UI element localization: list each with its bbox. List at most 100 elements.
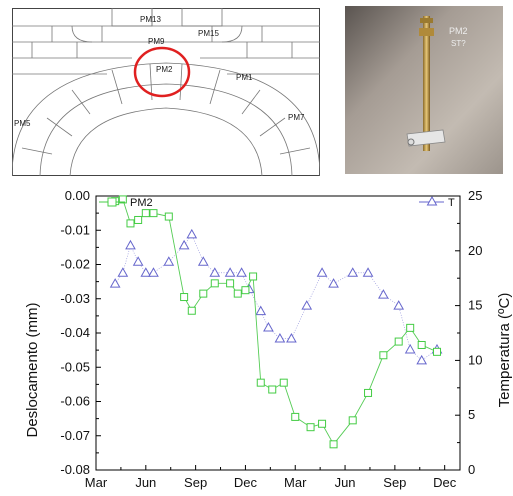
t-point [301, 300, 313, 310]
x-tick-label: Mar [85, 475, 108, 490]
t-point [263, 322, 274, 332]
masonry-lines [12, 8, 320, 176]
photo-text-pm2: PM2 [449, 26, 468, 36]
t-point [347, 267, 359, 277]
pm2-point [233, 289, 242, 298]
drawing-labels: PM13 PM15 PM9 PM2 PM1 PM5 PM7 [14, 15, 305, 128]
pm2-point [306, 423, 315, 432]
t-line [114, 233, 438, 361]
x-tick-label: Dec [234, 475, 258, 490]
arch-drawing: PM13 PM15 PM9 PM2 PM1 PM5 PM7 [12, 8, 320, 176]
t-point [186, 228, 198, 239]
t-point [148, 267, 159, 277]
pm2-point [226, 279, 235, 288]
label-pm5: PM5 [14, 119, 31, 128]
legend-pm2-label: PM2 [130, 197, 153, 209]
pm2-point [141, 209, 150, 218]
t-point [362, 267, 374, 277]
pm2-point [268, 385, 277, 394]
x-tick-label: Sep [184, 475, 207, 490]
pm2-point [210, 279, 219, 288]
pm2-point [241, 286, 250, 295]
y-tick-label-right: 0 [468, 462, 475, 477]
y-tick-label-right: 10 [468, 352, 482, 367]
y-tick-label-left: -0.08 [60, 462, 90, 477]
y-tick-label-right: 25 [468, 188, 482, 203]
x-tick-label: Jun [135, 475, 156, 490]
x-tick-label: Sep [383, 475, 406, 490]
pm2-point [379, 351, 388, 360]
pm2-point [199, 289, 208, 298]
sensor-rod [423, 16, 430, 151]
t-point [125, 239, 136, 250]
t-point [132, 256, 144, 266]
y-tick-label-left: -0.05 [60, 359, 90, 374]
pm2-point [318, 419, 327, 428]
t-point [178, 239, 190, 250]
y-axis-right-title: Temperatura (ºC) [496, 293, 513, 408]
y-tick-label-left: -0.04 [60, 325, 90, 340]
pm2-point [180, 293, 189, 302]
y-tick-label-left: -0.01 [60, 222, 90, 237]
t-point [236, 267, 247, 277]
t-point [378, 289, 389, 299]
y-tick-label-right: 5 [468, 407, 475, 422]
t-point [255, 305, 267, 316]
pm2-point [406, 323, 415, 332]
pm2-point [187, 306, 196, 315]
pm2-point [329, 440, 338, 449]
x-tick-label: Jun [335, 475, 356, 490]
t-point [224, 267, 236, 277]
pm2-line [115, 198, 438, 446]
displacement-temperature-chart: 0.00 -0.01 -0.02 -0.03 -0.04 -0.05 -0.06 -0.07 -… [24, 188, 513, 490]
highlight-circle [133, 46, 191, 98]
pm2-point [249, 272, 258, 281]
pm2-point [164, 212, 173, 221]
t-point [140, 267, 152, 277]
x-tick-label: Mar [284, 475, 307, 490]
t-point [209, 267, 221, 277]
t-point [316, 267, 328, 277]
pm2-point [279, 378, 288, 387]
sensor-nut [419, 28, 434, 36]
pm2-point [256, 378, 265, 387]
y-tick-label-right: 15 [468, 298, 482, 313]
y-tick-label-right: 20 [468, 243, 482, 258]
t-point [416, 354, 428, 365]
t-point [393, 300, 405, 310]
y-tick-label-left: -0.03 [60, 291, 90, 306]
pm2-point [118, 195, 127, 204]
y-tick-label-left: -0.07 [60, 428, 90, 443]
legend-t: T [419, 195, 455, 209]
label-pm13: PM13 [140, 15, 161, 24]
series-pm2 [111, 195, 442, 449]
label-pm1: PM1 [236, 73, 253, 82]
photo-text-2: ST? [451, 39, 466, 48]
legend-pm2: PM2 [99, 197, 153, 209]
t-point [328, 278, 339, 288]
sensor-photo: PM2 ST? [345, 6, 503, 174]
t-point [109, 278, 121, 288]
label-pm15: PM15 [198, 29, 219, 38]
legend-t-label: T [448, 197, 455, 209]
y-tick-label-left: 0.00 [65, 188, 90, 203]
pm2-point [149, 209, 158, 218]
y-axis-left: 0.00 -0.01 -0.02 -0.03 -0.04 -0.05 -0.06 -0.07 -… [60, 188, 101, 477]
t-point [404, 343, 416, 354]
t-point [197, 256, 209, 266]
t-point [117, 267, 129, 277]
x-axis: Mar Jun Sep Dec Mar Jun Sep Dec [85, 465, 457, 490]
t-point [163, 256, 175, 266]
pm2-point [291, 412, 300, 421]
t-point [274, 332, 286, 343]
pm2-point [348, 416, 357, 425]
y-tick-label-left: -0.06 [60, 394, 90, 409]
pm2-point [433, 347, 442, 356]
label-pm7: PM7 [288, 113, 305, 122]
y-axis-right: 25 20 15 10 5 0 [455, 188, 482, 477]
label-pm2: PM2 [156, 65, 173, 74]
pm2-point [126, 219, 135, 228]
t-point [286, 332, 297, 343]
pm2-point [134, 215, 143, 224]
label-pm9: PM9 [148, 37, 165, 46]
